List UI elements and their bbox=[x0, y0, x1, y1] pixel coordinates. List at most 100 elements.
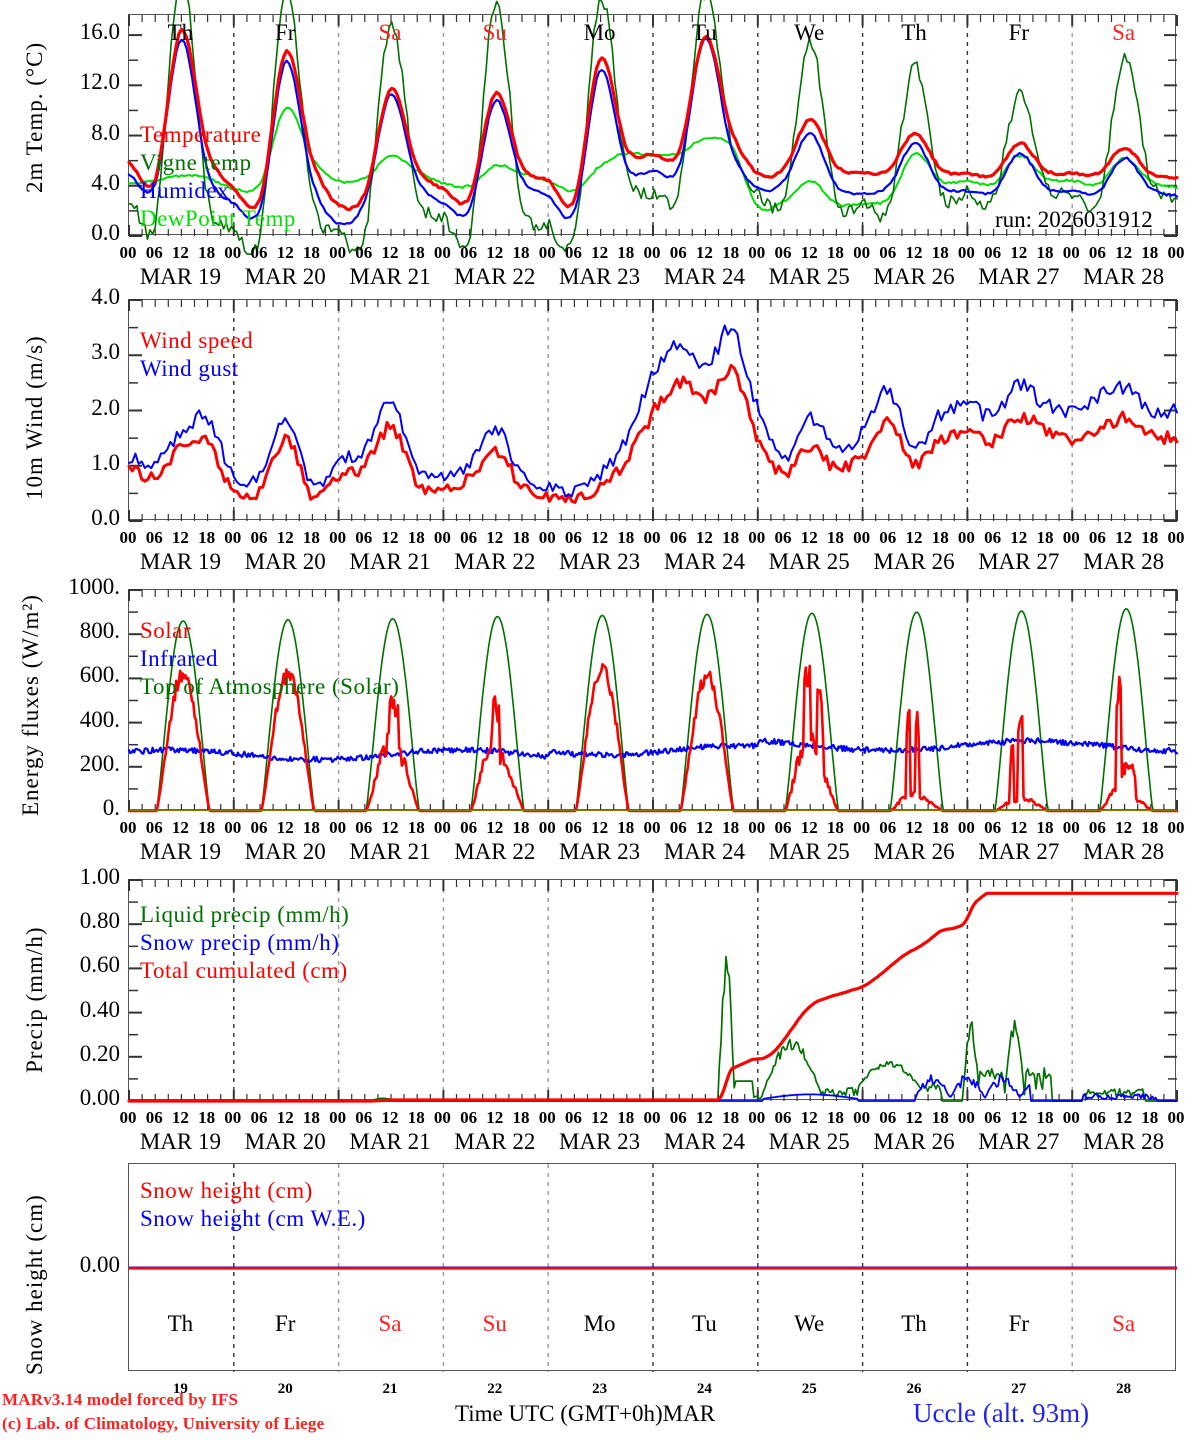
precip-day-4: MAR 23 bbox=[559, 1129, 641, 1154]
temperature-hour-4-0: 00 bbox=[538, 243, 556, 262]
precip-hour-7-1: 06 bbox=[879, 1108, 897, 1127]
precip-ytick-1: 0.20 bbox=[79, 1040, 120, 1066]
dow-top-2: Sa bbox=[378, 20, 402, 45]
wind-day-0: MAR 19 bbox=[139, 549, 221, 574]
wind-hour-8-2: 12 bbox=[1010, 528, 1028, 547]
energy-hour-7-1: 06 bbox=[879, 818, 897, 837]
precip-hour-4-2: 12 bbox=[591, 1108, 609, 1127]
temperature-day-4: MAR 23 bbox=[559, 264, 641, 289]
wind-hour-5-0: 00 bbox=[643, 528, 661, 547]
temperature-ytick-0: 0.0 bbox=[91, 220, 120, 245]
temperature-hour-9-0: 00 bbox=[1062, 243, 1080, 262]
precip-hour-6-2: 12 bbox=[800, 1108, 818, 1127]
wind-hour-6-3: 18 bbox=[826, 528, 844, 547]
energy-hour-1-1: 06 bbox=[250, 818, 268, 837]
wind-day-4: MAR 23 bbox=[559, 549, 641, 574]
precip-hour-5-3: 18 bbox=[722, 1108, 740, 1127]
energy-hour-3-0: 00 bbox=[433, 818, 451, 837]
precip-hour-6-0: 00 bbox=[748, 1108, 766, 1127]
precip-hour-6-1: 06 bbox=[774, 1108, 792, 1127]
temperature-hour-1-1: 06 bbox=[250, 243, 268, 262]
energy-day-9: MAR 28 bbox=[1083, 839, 1165, 864]
energy-hour-8-3: 18 bbox=[1036, 818, 1054, 837]
energy-hour-0-1: 06 bbox=[145, 818, 163, 837]
precip-hour-2-3: 18 bbox=[407, 1108, 425, 1127]
precip-hour-4-3: 18 bbox=[617, 1108, 635, 1127]
precip-ytick-3: 0.60 bbox=[79, 952, 120, 978]
daynum-5: 24 bbox=[696, 1381, 712, 1397]
wind-hour-0-3: 18 bbox=[198, 528, 216, 547]
precip-hour-2-2: 12 bbox=[381, 1108, 399, 1127]
wind-day-3: MAR 22 bbox=[454, 549, 536, 574]
temperature-day-6: MAR 25 bbox=[768, 264, 850, 289]
temperature-svg bbox=[127, 0, 1179, 255]
wind-day-7: MAR 26 bbox=[873, 549, 955, 574]
precip-day-6: MAR 25 bbox=[768, 1129, 850, 1154]
dow-top-5: Tu bbox=[692, 20, 717, 45]
precip-hour-1-3: 18 bbox=[302, 1108, 320, 1127]
precip-legend-1: Snow precip (mm/h) bbox=[140, 930, 340, 955]
daynum-3: 22 bbox=[487, 1381, 503, 1397]
precip-hour-1-1: 06 bbox=[250, 1108, 268, 1127]
xaxis-title-text: Time UTC (GMT+0h) bbox=[455, 1401, 663, 1426]
daynum-0: 19 bbox=[172, 1381, 188, 1397]
wind-ytick-2: 2.0 bbox=[91, 394, 120, 420]
energy-ytick-5: 1000. bbox=[68, 574, 120, 599]
energy-ytick-0: 0. bbox=[102, 795, 120, 820]
precip-day-5: MAR 24 bbox=[663, 1129, 745, 1154]
temperature-day-8: MAR 27 bbox=[978, 264, 1060, 289]
energy-legend-2: Top of Atmosphere (Solar) bbox=[140, 674, 400, 699]
wind-hour-5-2: 12 bbox=[695, 528, 713, 547]
precip-hour-8-3: 18 bbox=[1036, 1108, 1054, 1127]
site-label: Uccle (alt. 93m) bbox=[913, 1398, 1090, 1428]
energy-hour-3-3: 18 bbox=[512, 818, 530, 837]
wind-hour-5-1: 06 bbox=[669, 528, 687, 547]
dow-top-1: Fr bbox=[274, 20, 296, 45]
energy-ytick-4: 800. bbox=[79, 618, 120, 644]
precip-hour-6-3: 18 bbox=[826, 1108, 844, 1127]
daynum-4: 23 bbox=[592, 1381, 608, 1397]
precip-hour-9-2: 12 bbox=[1115, 1108, 1133, 1127]
temperature-hour-8-0: 00 bbox=[957, 243, 975, 262]
precip-day-2: MAR 21 bbox=[349, 1129, 431, 1154]
dow-bottom-0: Th bbox=[167, 1311, 194, 1336]
wind-hour-2-3: 18 bbox=[407, 528, 425, 547]
energy-day-7: MAR 26 bbox=[873, 839, 955, 864]
precip-plot bbox=[127, 879, 1179, 1103]
energy-hour-4-2: 12 bbox=[591, 818, 609, 837]
energy-hour-5-2: 12 bbox=[695, 818, 713, 837]
panel-wind: 10m Wind (m/s) bbox=[0, 285, 1194, 575]
precip-hour-4-0: 00 bbox=[538, 1108, 556, 1127]
panel-energy: Energy fluxes (W/m²) bbox=[0, 575, 1194, 865]
precip-day-3: MAR 22 bbox=[454, 1129, 536, 1154]
wind-hour-0-0: 00 bbox=[119, 528, 137, 547]
precip-hour-1-2: 12 bbox=[276, 1108, 294, 1127]
energy-hour-4-0: 00 bbox=[538, 818, 556, 837]
precip-hour-9-0: 00 bbox=[1062, 1108, 1080, 1127]
daynum-1: 20 bbox=[277, 1381, 293, 1397]
temperature-legend-1: Vigne temp bbox=[140, 150, 252, 175]
temperature-hour-7-2: 12 bbox=[905, 243, 923, 262]
energy-hour-8-1: 06 bbox=[984, 818, 1002, 837]
temperature-hour-7-3: 18 bbox=[931, 243, 949, 262]
energy-hour-2-2: 12 bbox=[381, 818, 399, 837]
temperature-hour-final: 00 bbox=[1167, 243, 1185, 262]
temperature-hour-1-2: 12 bbox=[276, 243, 294, 262]
energy-day-2: MAR 21 bbox=[349, 839, 431, 864]
wind-ytick-3: 3.0 bbox=[91, 339, 120, 365]
energy-hour-3-2: 12 bbox=[486, 818, 504, 837]
temperature-ytick-2: 8.0 bbox=[91, 119, 120, 145]
energy-svg bbox=[127, 589, 1179, 813]
temperature-hour-8-1: 06 bbox=[984, 243, 1002, 262]
wind-hour-7-2: 12 bbox=[905, 528, 923, 547]
temperature-hour-0-1: 06 bbox=[145, 243, 163, 262]
energy-day-8: MAR 27 bbox=[978, 839, 1060, 864]
precip-hour-2-1: 06 bbox=[355, 1108, 373, 1127]
energy-hour-2-0: 00 bbox=[329, 818, 347, 837]
panel-precip: Precip (mm/h) bbox=[0, 865, 1194, 1155]
energy-hour-9-3: 18 bbox=[1141, 818, 1159, 837]
precip-day-9: MAR 28 bbox=[1083, 1129, 1165, 1154]
temperature-hour-3-3: 18 bbox=[512, 243, 530, 262]
energy-hour-4-1: 06 bbox=[564, 818, 582, 837]
precip-ytick-4: 0.80 bbox=[79, 908, 120, 934]
